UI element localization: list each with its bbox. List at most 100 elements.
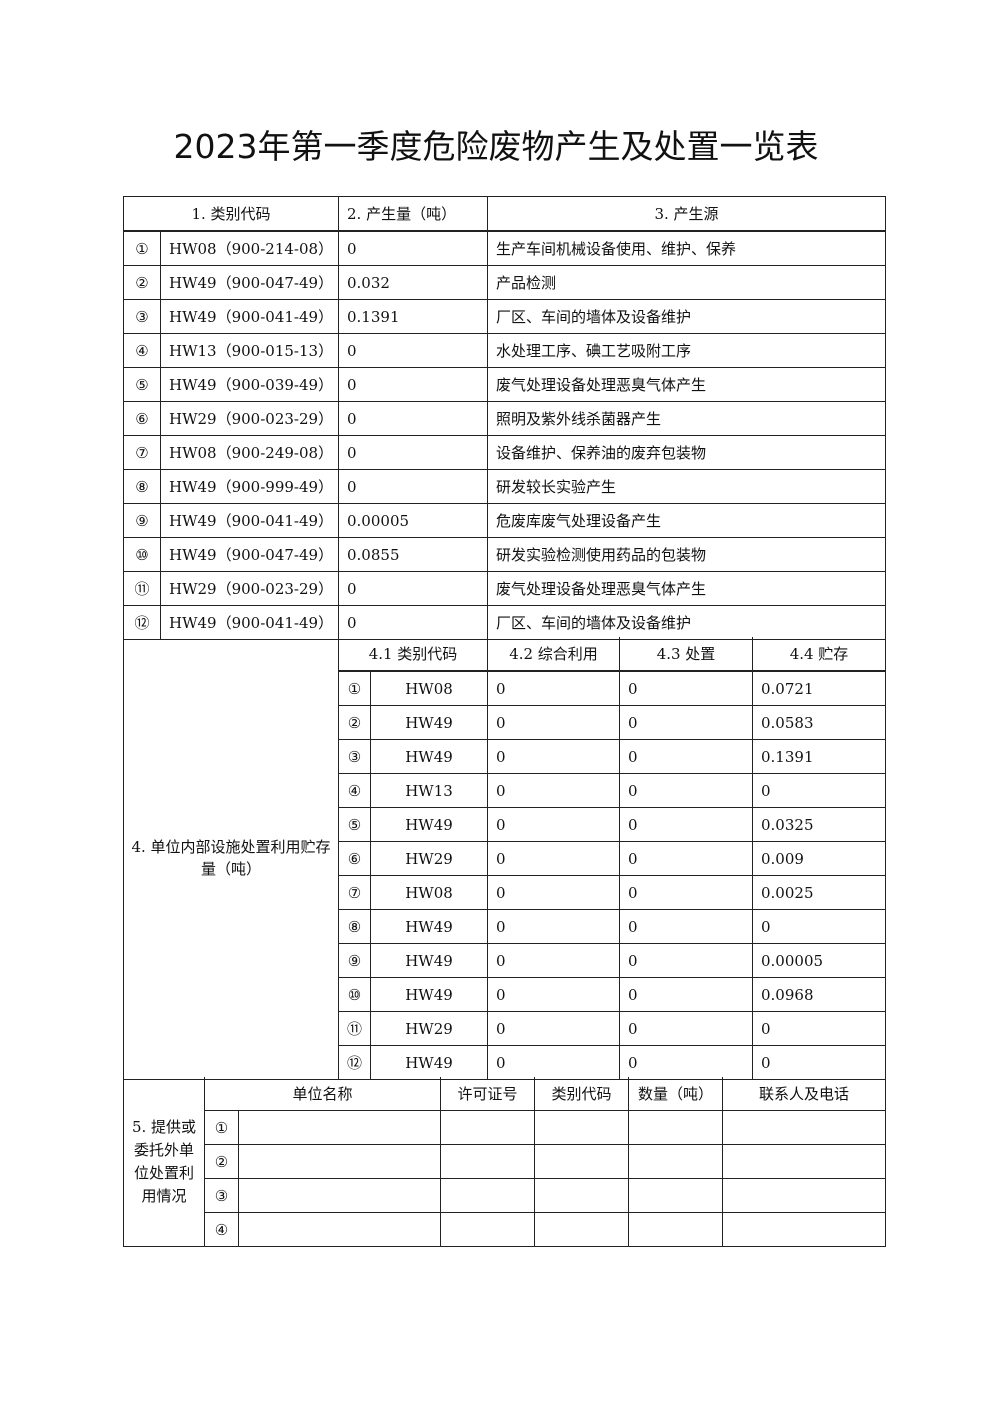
generation-amount: 0 [338, 367, 488, 402]
header-quantity: 数量（吨） [628, 1077, 724, 1111]
category-code: HW29 [370, 1011, 488, 1046]
unit-name-cell [237, 1178, 442, 1213]
generation-amount: 0.1391 [338, 299, 488, 334]
table-row: ⑨ HW49（900-041-49） 0.00005 危废库废气处理设备产生 [123, 503, 886, 538]
header-row: 5. 提供或委托外单位处置利用情况 单位名称 许可证号 类别代码 数量（吨） 联… [123, 1077, 887, 1247]
disposal-amount: 0 [619, 739, 753, 774]
page-title: 2023年第一季度危险废物产生及处置一览表 [173, 127, 819, 166]
row-number: ④ [338, 773, 371, 808]
quantity-cell [628, 1178, 724, 1213]
generation-source: 废气处理设备处理恶臭气体产生 [487, 367, 886, 402]
reuse-amount: 0 [487, 943, 620, 978]
storage-amount: 0.0025 [752, 875, 886, 910]
header-disposal: 4.3 处置 [619, 637, 753, 672]
generation-amount: 0 [338, 333, 488, 368]
table-row: ⑫ HW49（900-041-49） 0 厂区、车间的墙体及设备维护 [123, 605, 886, 640]
generation-amount: 0 [338, 230, 488, 266]
category-code: HW49（900-999-49） [160, 469, 339, 504]
row-number: ⑥ [338, 841, 371, 876]
category-code: HW49（900-047-49） [160, 265, 339, 300]
table-row: ⑤ HW49 0 0 0.0325 [124, 807, 886, 842]
generation-source: 照明及紫外线杀菌器产生 [487, 401, 886, 436]
row-number: ⑤ [123, 367, 161, 402]
header-reuse: 4.2 综合利用 [487, 637, 620, 672]
category-code: HW08 [370, 875, 488, 910]
row-number: ② [204, 1144, 239, 1179]
storage-amount: 0 [752, 1011, 886, 1046]
generation-source: 研发较长实验产生 [487, 469, 886, 504]
table-row: ② [124, 1144, 887, 1179]
category-code: HW49 [370, 807, 488, 842]
category-code: HW49 [370, 977, 488, 1012]
header-category-code: 1. 类别代码 [123, 196, 339, 232]
generation-source: 研发实验检测使用药品的包装物 [487, 537, 886, 572]
row-number: ⑫ [123, 605, 161, 640]
reuse-amount: 0 [487, 875, 620, 910]
row-number: ⑪ [123, 571, 161, 606]
generation-source: 厂区、车间的墙体及设备维护 [487, 605, 886, 640]
table-row: ① [124, 1110, 887, 1145]
table-row: ⑫ HW49 0 0 0 [124, 1045, 886, 1080]
category-code: HW49（900-039-49） [160, 367, 339, 402]
external-disposal-table: 5. 提供或委托外单位处置利用情况 单位名称 许可证号 类别代码 数量（吨） 联… [123, 1077, 887, 1247]
category-code: HW29（900-023-29） [160, 401, 339, 436]
disposal-amount: 0 [619, 943, 753, 978]
reuse-amount: 0 [487, 1045, 620, 1080]
row-number: ① [338, 670, 371, 706]
reuse-amount: 0 [487, 807, 620, 842]
row-number: ⑨ [338, 943, 371, 978]
row-number: ⑫ [338, 1045, 371, 1080]
header-unit-name: 单位名称 [203, 1077, 442, 1111]
category-code-cell [534, 1110, 630, 1145]
header-storage: 4.4 贮存 [752, 637, 886, 672]
category-code: HW29（900-023-29） [160, 571, 339, 606]
generation-source: 生产车间机械设备使用、维护、保养 [487, 230, 886, 266]
row-number: ③ [123, 299, 161, 334]
category-code: HW49 [370, 1045, 488, 1080]
waste-generation-table: 1. 类别代码 2. 产生量（吨） 3. 产生源 ① HW08（900-214-0… [123, 196, 886, 640]
table-row: ⑦ HW08 0 0 0.0025 [124, 875, 886, 910]
row-number: ⑦ [338, 875, 371, 910]
generation-source: 危废库废气处理设备产生 [487, 503, 886, 538]
table-row: ⑪ HW29 0 0 0 [124, 1011, 886, 1046]
generation-source: 水处理工序、碘工艺吸附工序 [487, 333, 886, 368]
table-row: ③ HW49（900-041-49） 0.1391 厂区、车间的墙体及设备维护 [123, 299, 886, 334]
row-number: ① [123, 230, 161, 266]
row-number: ④ [204, 1212, 239, 1247]
header-amount: 2. 产生量（吨） [338, 196, 488, 232]
quantity-cell [628, 1212, 724, 1247]
table-row: ⑦ HW08（900-249-08） 0 设备维护、保养油的废弃包装物 [123, 435, 886, 470]
category-code: HW49（900-041-49） [160, 299, 339, 334]
internal-disposal-table: 4. 单位内部设施处置利用贮存量（吨） 4.1 类别代码 4.2 综合利用 4.… [123, 637, 886, 1080]
table-row: ⑩ HW49（900-047-49） 0.0855 研发实验检测使用药品的包装物 [123, 537, 886, 572]
reuse-amount: 0 [487, 705, 620, 740]
section5-label: 5. 提供或委托外单位处置利用情况 [123, 1077, 205, 1247]
category-code: HW29 [370, 841, 488, 876]
storage-amount: 0.0968 [752, 977, 886, 1012]
table-row: ③ [124, 1178, 887, 1213]
category-code: HW49（900-047-49） [160, 537, 339, 572]
header-code: 类别代码 [534, 1077, 630, 1111]
reuse-amount: 0 [487, 739, 620, 774]
disposal-amount: 0 [619, 670, 753, 706]
license-number-cell [440, 1144, 536, 1179]
reuse-amount: 0 [487, 1011, 620, 1046]
contact-cell [722, 1110, 887, 1145]
generation-amount: 0.00005 [338, 503, 488, 538]
header-license: 许可证号 [440, 1077, 536, 1111]
table-row: ⑩ HW49 0 0 0.0968 [124, 977, 886, 1012]
disposal-amount: 0 [619, 977, 753, 1012]
generation-amount: 0 [338, 435, 488, 470]
storage-amount: 0.0583 [752, 705, 886, 740]
disposal-amount: 0 [619, 705, 753, 740]
row-number: ⑧ [338, 909, 371, 944]
row-number: ④ [123, 333, 161, 368]
generation-source: 厂区、车间的墙体及设备维护 [487, 299, 886, 334]
unit-name-cell [237, 1212, 442, 1247]
disposal-amount: 0 [619, 1045, 753, 1080]
quantity-cell [628, 1110, 724, 1145]
disposal-amount: 0 [619, 841, 753, 876]
row-number: ⑨ [123, 503, 161, 538]
row-number: ③ [204, 1178, 239, 1213]
table-row: ④ [124, 1212, 887, 1247]
